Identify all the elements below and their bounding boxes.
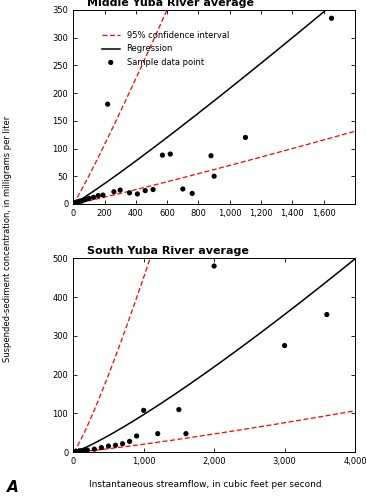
Sample data point (71, 199, 77, 207)
Sample data point (183, 430, 189, 438)
Sample data point (105, 100, 111, 108)
Sample data point (71, 448, 77, 456)
Sample data point (83, 195, 89, 203)
Sample data point (329, 14, 335, 22)
95% confidence interval (71, 201, 75, 207)
Regression (205, 369, 209, 375)
Sample data point (92, 445, 97, 453)
Sample data point (211, 262, 217, 270)
Regression (239, 344, 243, 350)
Sample data point (282, 341, 288, 349)
Sample data point (72, 199, 78, 207)
Regression (353, 256, 357, 262)
Sample data point (78, 197, 84, 205)
95% confidence interval (71, 449, 75, 455)
Legend: 95% confidence interval, Regression, Sample data point: 95% confidence interval, Regression, Sam… (100, 30, 231, 68)
Sample data point (74, 199, 79, 207)
Sample data point (98, 444, 104, 452)
Regression (302, 25, 306, 31)
Regression (205, 103, 209, 109)
Sample data point (105, 442, 111, 450)
Sample data point (117, 186, 123, 194)
Sample data point (150, 185, 156, 193)
Line: Regression: Regression (73, 0, 355, 204)
Text: Instantaneous streamflow, in cubic feet per second: Instantaneous streamflow, in cubic feet … (89, 480, 321, 489)
Sample data point (155, 430, 161, 438)
95% confidence interval (205, 76, 209, 82)
Sample data point (80, 197, 86, 205)
Regression (224, 355, 228, 361)
Sample data point (72, 447, 78, 455)
Sample data point (134, 432, 139, 440)
Sample data point (208, 152, 214, 160)
Sample data point (91, 193, 97, 201)
Sample data point (113, 441, 119, 449)
Sample data point (71, 199, 77, 207)
Sample data point (74, 447, 80, 455)
Regression (206, 368, 211, 374)
95% confidence interval (206, 71, 211, 77)
Sample data point (81, 446, 87, 454)
Sample data point (76, 197, 82, 205)
Sample data point (86, 194, 92, 202)
Sample data point (72, 199, 78, 207)
95% confidence interval (224, 14, 228, 20)
Sample data point (324, 311, 330, 319)
Sample data point (74, 198, 80, 206)
Sample data point (127, 437, 132, 445)
Sample data point (111, 188, 117, 196)
Sample data point (176, 406, 182, 414)
Sample data point (95, 192, 101, 200)
Line: 95% confidence interval: 95% confidence interval (73, 0, 355, 452)
Sample data point (100, 191, 106, 199)
Text: A: A (7, 480, 19, 495)
Regression (346, 261, 350, 267)
Regression (71, 449, 75, 455)
Regression (224, 88, 228, 94)
Regression (71, 201, 75, 207)
Sample data point (134, 190, 140, 198)
Sample data point (142, 187, 148, 195)
Sample data point (72, 199, 78, 207)
Sample data point (141, 407, 146, 414)
Text: Middle Yuba River average: Middle Yuba River average (87, 0, 254, 8)
Sample data point (84, 446, 90, 454)
Sample data point (243, 134, 249, 142)
Sample data point (189, 189, 195, 197)
Sample data point (77, 447, 83, 455)
Text: South Yuba River average: South Yuba River average (87, 246, 249, 256)
Text: Suspended-sediment concentration, in milligrams per liter: Suspended-sediment concentration, in mil… (3, 115, 12, 362)
Sample data point (75, 198, 81, 206)
Regression (302, 296, 306, 302)
Sample data point (211, 172, 217, 180)
Sample data point (120, 440, 126, 448)
Sample data point (160, 151, 165, 159)
Regression (206, 102, 211, 108)
Sample data point (76, 447, 82, 455)
Sample data point (180, 185, 186, 193)
Sample data point (167, 150, 173, 158)
Sample data point (72, 448, 78, 456)
Regression (239, 77, 243, 83)
Line: 95% confidence interval: 95% confidence interval (73, 0, 355, 204)
Line: Regression: Regression (73, 259, 355, 452)
Sample data point (127, 189, 132, 197)
